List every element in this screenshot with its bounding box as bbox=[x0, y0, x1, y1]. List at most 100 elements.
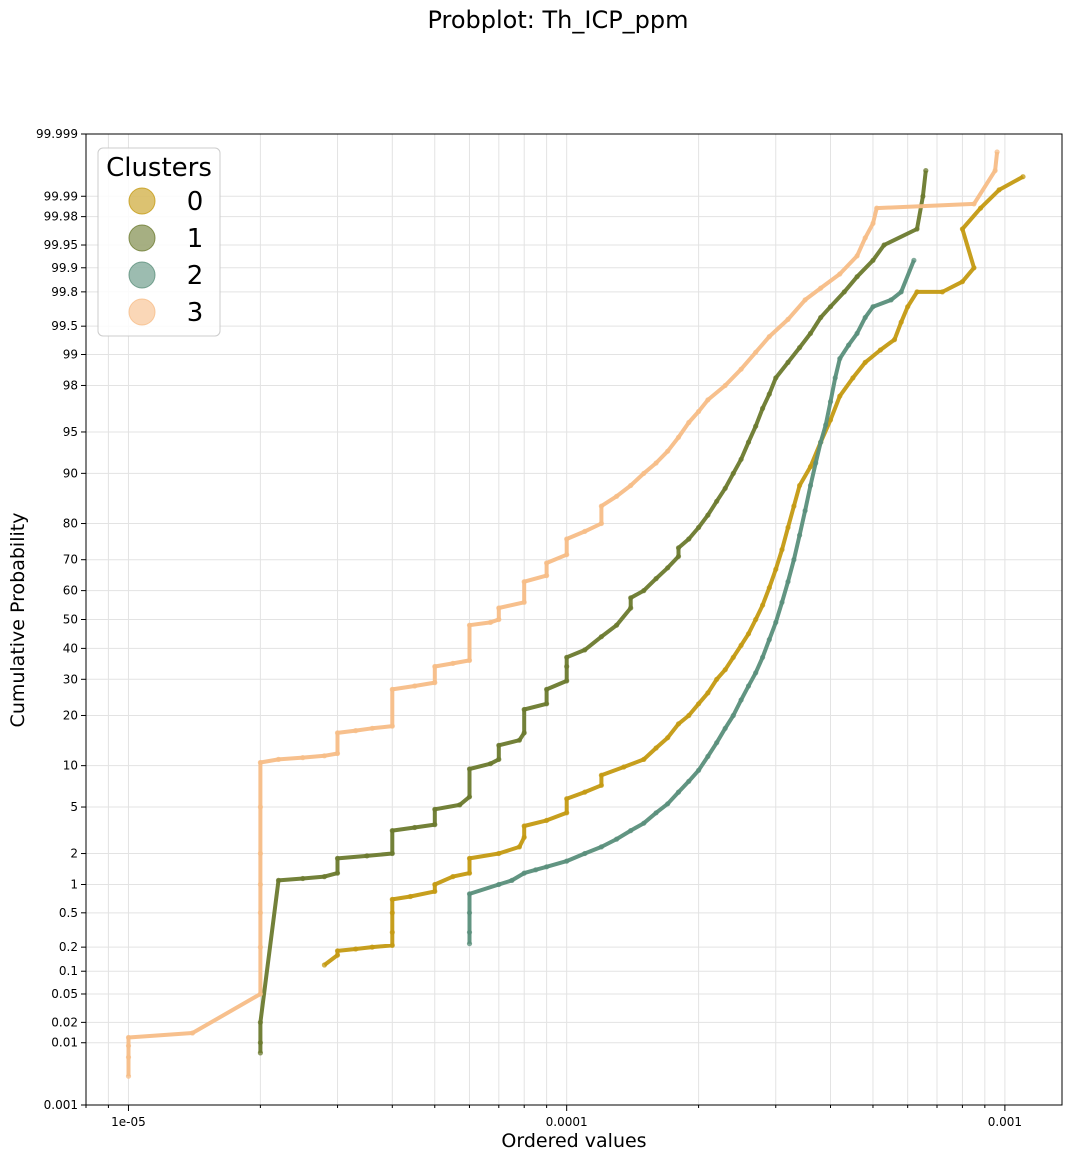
data-point bbox=[582, 850, 588, 857]
data-point bbox=[665, 735, 671, 741]
data-point bbox=[432, 806, 438, 812]
data-point bbox=[334, 952, 341, 958]
legend-label: 0 bbox=[187, 187, 204, 217]
y-tick-label: 99.98 bbox=[44, 210, 78, 224]
data-point bbox=[971, 265, 977, 271]
data-point bbox=[920, 193, 926, 199]
data-point bbox=[753, 616, 759, 623]
data-point bbox=[521, 599, 527, 605]
data-point bbox=[714, 676, 720, 682]
data-point bbox=[738, 366, 744, 372]
x-tick-label: 0.001 bbox=[988, 1115, 1022, 1129]
legend-label: 1 bbox=[187, 224, 204, 254]
data-point bbox=[675, 545, 682, 551]
series-2 bbox=[466, 257, 917, 947]
data-point bbox=[275, 756, 282, 763]
data-point bbox=[959, 226, 966, 232]
data-point bbox=[686, 712, 692, 719]
y-axis-label: Cumulative Probability bbox=[7, 513, 29, 728]
data-point bbox=[675, 434, 682, 440]
data-point bbox=[364, 853, 370, 859]
data-point bbox=[675, 553, 682, 560]
data-point bbox=[533, 867, 539, 873]
data-point bbox=[766, 585, 772, 591]
data-point bbox=[696, 701, 702, 707]
data-point bbox=[760, 602, 766, 608]
y-tick-label: 99.95 bbox=[44, 238, 78, 252]
data-point bbox=[870, 220, 876, 226]
data-point bbox=[321, 753, 327, 759]
y-tick-label: 10 bbox=[63, 759, 78, 773]
y-tick-label: 20 bbox=[63, 708, 78, 722]
y-tick-label: 40 bbox=[63, 641, 78, 655]
data-point bbox=[738, 456, 744, 462]
data-point bbox=[722, 667, 728, 673]
data-point bbox=[898, 319, 904, 325]
data-point bbox=[334, 855, 341, 862]
data-point bbox=[450, 874, 456, 880]
y-tick-label: 1 bbox=[70, 878, 78, 892]
data-point bbox=[779, 547, 785, 553]
data-point bbox=[705, 753, 711, 760]
data-point bbox=[939, 289, 946, 295]
data-point bbox=[854, 330, 860, 336]
data-point bbox=[714, 498, 720, 504]
data-point bbox=[686, 778, 692, 784]
series-1 bbox=[257, 168, 929, 1056]
data-point bbox=[818, 314, 824, 321]
data-point bbox=[321, 874, 327, 880]
legend: Clusters 0 1 2 3 bbox=[97, 147, 221, 337]
data-point bbox=[521, 706, 527, 713]
legend-label: 2 bbox=[187, 261, 204, 291]
data-point bbox=[862, 235, 868, 241]
data-point bbox=[257, 991, 263, 997]
data-point bbox=[766, 637, 772, 643]
data-point bbox=[412, 824, 418, 831]
data-point bbox=[432, 663, 438, 670]
data-point bbox=[846, 342, 852, 348]
data-point bbox=[802, 508, 808, 514]
data-point bbox=[773, 375, 779, 381]
data-point bbox=[432, 680, 438, 686]
data-point bbox=[705, 690, 711, 696]
data-point bbox=[914, 226, 920, 232]
data-point bbox=[125, 1034, 132, 1041]
data-point bbox=[766, 391, 772, 397]
y-tick-label: 98 bbox=[63, 378, 78, 392]
data-point bbox=[722, 485, 728, 491]
data-point bbox=[487, 761, 494, 767]
data-point bbox=[773, 566, 779, 572]
data-point bbox=[773, 619, 779, 626]
data-point bbox=[641, 588, 647, 594]
y-tick-label: 70 bbox=[63, 553, 78, 567]
data-point bbox=[389, 896, 395, 903]
data-point bbox=[675, 721, 682, 727]
data-point bbox=[582, 647, 588, 653]
y-tick-label: 95 bbox=[63, 425, 78, 439]
data-point bbox=[827, 399, 834, 405]
data-point bbox=[544, 573, 550, 579]
data-point bbox=[466, 657, 473, 664]
legend-label: 3 bbox=[187, 298, 204, 328]
data-point bbox=[898, 289, 904, 295]
data-point bbox=[862, 359, 868, 365]
legend-title: Clusters bbox=[106, 153, 212, 183]
y-tick-label: 5 bbox=[70, 800, 78, 814]
data-point bbox=[407, 893, 413, 900]
data-point bbox=[686, 419, 692, 426]
data-point bbox=[807, 482, 814, 489]
data-point bbox=[628, 482, 634, 489]
y-tick-label: 0.001 bbox=[44, 1098, 78, 1112]
data-point bbox=[877, 347, 884, 353]
data-point bbox=[521, 823, 527, 829]
data-point bbox=[760, 405, 766, 411]
data-point bbox=[125, 1073, 132, 1079]
data-point bbox=[807, 464, 814, 470]
data-point bbox=[837, 393, 843, 399]
data-point bbox=[544, 817, 550, 824]
data-point bbox=[797, 482, 803, 489]
data-point bbox=[738, 697, 744, 703]
data-point bbox=[496, 605, 502, 611]
data-point bbox=[818, 439, 824, 445]
data-point bbox=[823, 422, 829, 428]
